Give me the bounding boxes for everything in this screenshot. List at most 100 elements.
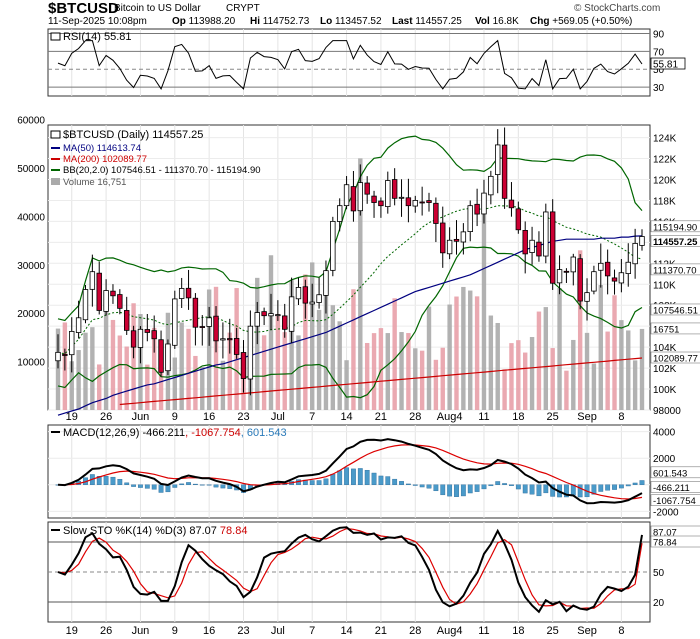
candle-body	[261, 311, 267, 317]
header-date: 11-Sep-2025 10:08pm	[48, 16, 147, 27]
legend-swatch-price	[50, 130, 61, 139]
candle-body	[419, 201, 425, 204]
macd-hist-bar	[378, 475, 384, 485]
x-tick-label: Jul	[271, 625, 285, 637]
macd-signal-line	[58, 444, 643, 500]
candle-body	[213, 315, 219, 342]
volume-bar	[557, 287, 562, 410]
volume-bar	[598, 285, 603, 410]
vol-label: Vol	[475, 16, 490, 27]
candle-body	[282, 315, 288, 330]
volume-bar	[364, 342, 370, 410]
candle-body	[103, 290, 109, 312]
candle-body	[556, 269, 563, 284]
volume-bar	[371, 333, 377, 410]
volume-bar	[337, 321, 342, 410]
candle-body	[357, 182, 364, 212]
x-tick-label: Aug4	[437, 411, 463, 423]
header-open: Op 113988.20	[172, 16, 235, 27]
candle-body	[591, 271, 597, 292]
volume-bar	[282, 332, 287, 410]
sto-k-line	[57, 526, 643, 614]
macd-hist-bar	[598, 484, 604, 492]
macd-hist-bar	[103, 475, 109, 485]
volume-bar	[83, 332, 88, 410]
x-tick-label: 11	[478, 411, 489, 423]
candle-body	[96, 272, 102, 311]
tag-volume: 16751	[653, 324, 679, 335]
price-tick-label: 98000	[653, 406, 681, 417]
sto-legend: Slow STO %K(14) %D(3) 87.07 78.84	[63, 525, 247, 537]
candle-body	[227, 338, 233, 341]
macd-hist-bar	[522, 484, 528, 494]
x-tick-label: 18	[512, 411, 524, 423]
candle-body	[433, 202, 439, 224]
legend-ma50: MA(50) 114613.74	[63, 143, 141, 154]
macd-hist-bar	[440, 484, 446, 496]
candle-body	[89, 271, 96, 290]
candle-body	[391, 179, 398, 199]
ma200-line	[119, 357, 643, 406]
header-watermark: © StockCharts.com	[574, 3, 661, 14]
price-tick-label: 102K	[653, 364, 677, 375]
candle-body	[577, 258, 583, 302]
volume-bar	[55, 328, 61, 410]
tag-ma200: 102089.77	[653, 354, 698, 365]
volume-bar	[426, 306, 432, 410]
rsi-tick-label: 90	[653, 29, 665, 40]
volume-bar	[158, 350, 164, 410]
x-tick-label: Jun	[132, 625, 150, 637]
macd-hist-bar	[392, 478, 398, 485]
sto-tag-d-bg	[650, 535, 700, 548]
x-tick-label: 25	[547, 625, 559, 637]
candle-body	[82, 289, 89, 321]
rsi-tick-label: 50	[653, 65, 665, 76]
x-tick-label: 14	[340, 411, 352, 423]
volume-bar	[378, 328, 384, 410]
x-tick-label: 25	[547, 411, 559, 423]
candle-body	[508, 199, 515, 209]
candle-body	[440, 222, 446, 254]
candle-body	[488, 175, 494, 196]
volume-bar	[495, 322, 500, 410]
rsi-legend: RSI(14) 55.81	[63, 31, 131, 43]
candle-body	[275, 314, 281, 317]
x-tick-label: 16	[203, 625, 215, 637]
volume-bar	[358, 158, 363, 410]
volume-bar	[509, 343, 514, 410]
macd-hist-bar	[351, 468, 356, 485]
macd-hist-bar	[110, 476, 116, 485]
volume-bar	[488, 315, 494, 410]
macd-hist-bar	[385, 476, 391, 485]
macd-hist-bar	[412, 484, 418, 486]
volume-bar	[612, 295, 617, 410]
candle-body	[453, 238, 460, 242]
macd-legend-part-legend_signal: , -1067.754	[185, 427, 241, 439]
candle-body	[536, 241, 542, 257]
volume-bar	[289, 280, 294, 410]
volume-bar	[474, 296, 480, 410]
volume-bar	[626, 330, 631, 410]
tag-last-bg	[650, 235, 700, 247]
candle-body	[323, 270, 329, 296]
macd-hist-bar	[138, 484, 143, 488]
tag-last: 114557.25	[653, 237, 698, 248]
volume-bar	[543, 307, 549, 410]
macd-tag-hist: 601.543	[653, 468, 687, 479]
rsi-tick-label: 30	[653, 83, 665, 94]
x-tick-label: 28	[409, 625, 421, 637]
candle-body	[426, 200, 432, 203]
candle-body	[529, 239, 535, 253]
high-label: Hi	[250, 16, 260, 27]
header-low: Lo 113457.52	[320, 16, 382, 27]
candle-body	[364, 182, 370, 195]
macd-tick-label: -2000	[653, 507, 679, 518]
volume-bar	[206, 289, 212, 410]
candle-body	[110, 290, 116, 297]
macd-tick-label: 4000	[653, 428, 676, 439]
price-tick-label: 124K	[653, 134, 677, 145]
candle-body	[549, 211, 556, 284]
volume-bar	[447, 304, 452, 410]
tag-bb-lower: 107546.51	[653, 305, 698, 316]
